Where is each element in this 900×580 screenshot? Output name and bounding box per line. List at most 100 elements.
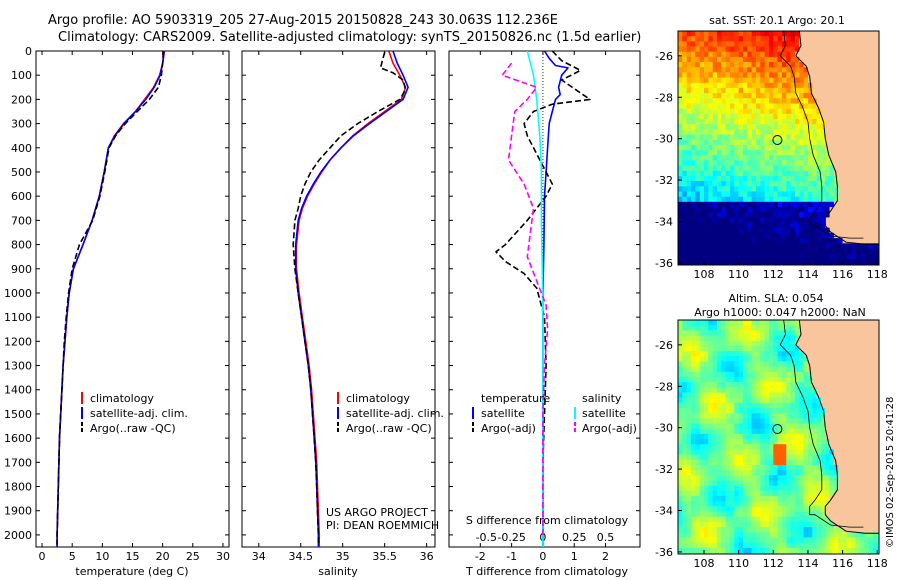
map-cell	[678, 506, 683, 513]
map-cell	[851, 191, 857, 198]
map-cell	[699, 253, 705, 260]
map-cell	[846, 191, 852, 198]
map-cell	[877, 351, 879, 357]
map-cell	[773, 335, 779, 342]
map-cell	[717, 82, 722, 89]
map-cell	[717, 222, 722, 229]
map-cell	[738, 527, 744, 533]
map-cell	[868, 444, 874, 450]
map-cell	[825, 207, 831, 213]
map-cell	[747, 475, 753, 482]
map-cell	[829, 217, 835, 224]
map-cell	[846, 459, 852, 466]
map-cell	[756, 475, 761, 482]
map-cell	[790, 361, 796, 368]
map-cell	[846, 532, 852, 539]
map-cell	[877, 155, 879, 161]
map-cell	[725, 67, 731, 73]
legend-climatology-label: climatology	[90, 392, 154, 405]
map-cell	[734, 170, 740, 177]
map-cell	[760, 72, 766, 79]
map-cell	[795, 521, 800, 528]
map-cell	[786, 423, 792, 430]
map-cell	[738, 423, 744, 430]
map-cell	[786, 119, 792, 125]
map-cell	[721, 480, 727, 487]
map-cell	[682, 490, 688, 497]
map-cell	[838, 413, 844, 419]
map-cell	[838, 402, 844, 409]
map-cell	[846, 439, 852, 445]
map-cell	[795, 537, 800, 544]
map-cell	[799, 542, 805, 549]
map-cell	[842, 41, 848, 48]
map-cell	[872, 366, 878, 373]
map-cell	[851, 382, 857, 388]
map-cell	[730, 475, 735, 482]
map-cell	[790, 423, 796, 430]
map-cell	[851, 103, 857, 110]
map-cell	[717, 186, 722, 193]
map-cell	[812, 82, 818, 89]
x-tick-label: 2	[602, 550, 609, 563]
map-cell	[777, 51, 783, 58]
map-cell	[756, 459, 761, 466]
map-cell	[769, 392, 774, 399]
map-cell	[825, 345, 831, 352]
map-cell	[751, 98, 757, 105]
map-cell	[808, 387, 813, 394]
map-cell	[868, 382, 874, 388]
map-cell	[764, 98, 770, 105]
map-cell	[708, 397, 714, 404]
map-cell	[777, 361, 783, 368]
lat-tick-label: -26	[655, 339, 673, 352]
map-cell	[717, 475, 722, 482]
map-cell	[808, 465, 813, 471]
map-cell	[795, 465, 800, 471]
map-cell	[795, 113, 800, 120]
map-cell	[790, 67, 796, 73]
map-cell	[721, 361, 727, 368]
map-cell	[872, 124, 878, 130]
map-cell	[833, 366, 839, 373]
series-line-satellite	[526, 51, 544, 547]
map-cell	[821, 325, 826, 331]
map-cell	[786, 87, 792, 94]
map-cell	[877, 217, 879, 224]
map-cell	[799, 490, 805, 497]
map-cell	[872, 408, 878, 414]
map-cell	[816, 376, 822, 383]
map-cell	[816, 547, 822, 554]
map-cell	[877, 258, 879, 265]
map-cell	[816, 217, 822, 224]
map-cell	[738, 36, 744, 42]
map-cell	[838, 459, 844, 466]
map-cell	[838, 98, 844, 105]
map-cell	[760, 155, 766, 161]
map-cell	[756, 207, 761, 213]
map-cell	[829, 46, 835, 53]
map-cell	[747, 165, 753, 172]
map-cell	[725, 428, 731, 435]
map-cell	[751, 459, 757, 466]
map-cell	[734, 150, 740, 156]
map-cell	[725, 366, 731, 373]
map-cell	[712, 124, 718, 130]
map-cell	[833, 238, 839, 244]
map-cell	[868, 119, 874, 125]
map-cell	[829, 212, 835, 218]
map-cell	[872, 93, 878, 99]
map-cell	[829, 186, 835, 193]
map-cell	[864, 36, 870, 42]
map-cell	[717, 87, 722, 94]
map-cell	[751, 46, 757, 53]
map-cell	[725, 376, 731, 383]
map-cell	[769, 465, 774, 471]
map-cell	[773, 98, 779, 105]
map-cell	[751, 248, 757, 255]
map-cell	[795, 160, 800, 167]
map-cell	[769, 170, 774, 177]
map-cell	[695, 361, 701, 368]
map-cell	[846, 454, 852, 461]
map-cell	[842, 201, 848, 208]
